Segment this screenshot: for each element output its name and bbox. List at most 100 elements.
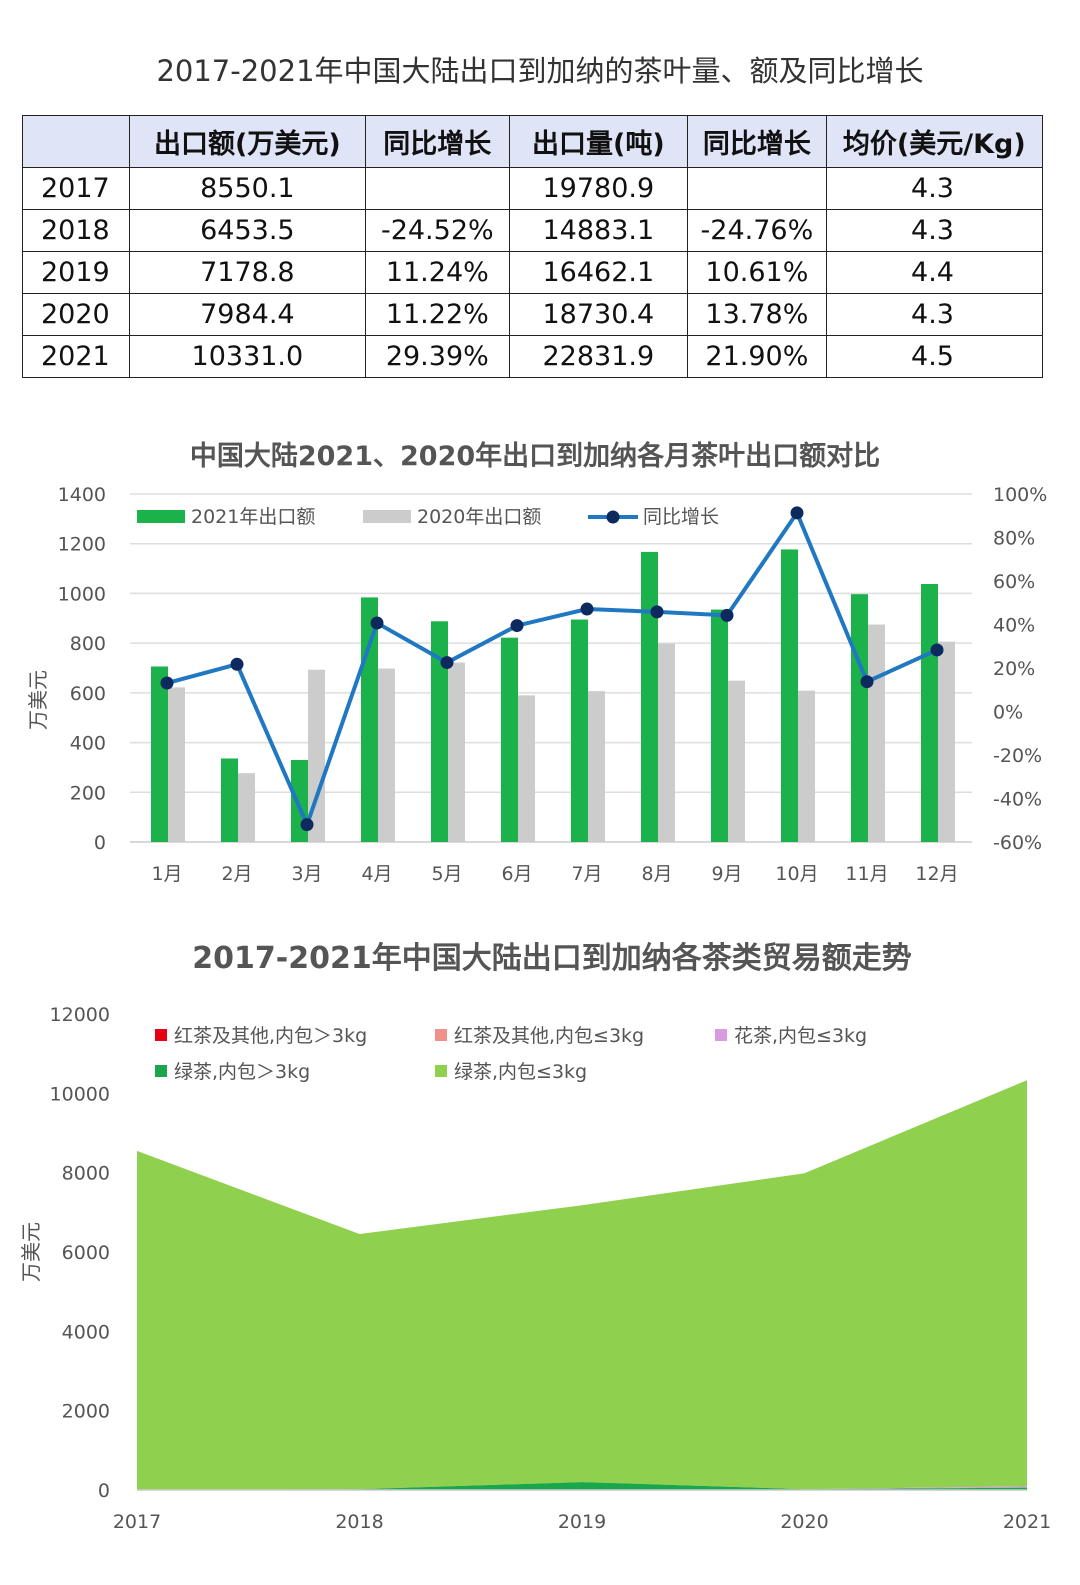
bar-2021: [851, 594, 868, 842]
legend-swatch: [606, 510, 620, 524]
y-tick-label: 10000: [50, 1083, 110, 1105]
legend-swatch: [435, 1065, 447, 1077]
x-tick-label: 2018: [335, 1511, 383, 1533]
x-tick-label: 10月: [775, 863, 818, 885]
export-table: 出口额(万美元) 同比增长 出口量(吨) 同比增长 均价(美元/Kg) 2017 8550…: [22, 115, 1044, 378]
y-tick-label: 1400: [58, 484, 106, 506]
growth-point: [160, 676, 174, 690]
table-row: 2019 7178.8 11.24% 16462.1 10.61% 4.4: [22, 251, 1044, 294]
monthly-comparison-chart: 中国大陆2021、2020年出口到加纳各月茶叶出口额对比 0 200 400 600 80…: [26, 440, 1047, 885]
bar-2020: [378, 668, 395, 842]
x-tick-label: 1月: [151, 863, 182, 885]
growth-point: [580, 602, 594, 616]
growth-point: [720, 608, 734, 622]
column-header: [22, 115, 130, 168]
table-cell: 7178.8: [128, 251, 367, 294]
y-tick-label: 4000: [62, 1321, 110, 1343]
table-cell: 4.3: [825, 209, 1044, 252]
y2-tick-label: 100%: [993, 484, 1047, 506]
area-series: [137, 1482, 1027, 1490]
bar-2020: [588, 691, 605, 842]
table-cell: 4.4: [825, 251, 1044, 294]
bar-2021: [151, 666, 168, 842]
table-row: 2020 7984.4 11.22% 18730.4 13.78% 4.3: [22, 293, 1044, 336]
bar-2021: [641, 551, 658, 842]
growth-point: [510, 619, 524, 633]
table-cell: -24.76%: [687, 209, 827, 252]
bar-2021: [501, 637, 518, 842]
table-cell: 2020: [22, 293, 130, 336]
growth-line: [166, 508, 938, 831]
y-tick-label: 6000: [62, 1242, 110, 1264]
x-tick-label: 9月: [711, 863, 742, 885]
bar-2020: [238, 773, 255, 842]
table-row: 2018 6453.5 -24.52% 14883.1 -24.76% 4.3: [22, 209, 1044, 252]
y-axis-label: 万美元: [19, 1222, 43, 1282]
legend-label: 绿茶,内包≤3kg: [454, 1061, 587, 1083]
y2-tick-label: 80%: [993, 528, 1035, 550]
bar-2020: [868, 624, 885, 842]
chart-title: 2017-2021年中国大陆出口到加纳各茶类贸易额走势: [192, 941, 911, 976]
x-tick-label: 2017: [113, 1511, 161, 1533]
bar-2020: [728, 680, 745, 842]
y-tick-label: 400: [70, 733, 106, 755]
legend-swatch: [435, 1029, 447, 1041]
column-header: 均价(美元/Kg): [825, 115, 1044, 168]
table-cell: 13.78%: [687, 293, 827, 336]
bar-2021: [221, 758, 238, 842]
bar-2021: [781, 549, 798, 842]
table-cell: 29.39%: [365, 335, 510, 378]
x-tick-label: 11月: [845, 863, 888, 885]
table-cell: 19780.9: [508, 167, 689, 210]
legend-label: 红茶及其他,内包≤3kg: [454, 1025, 644, 1047]
x-tick-label: 3月: [291, 863, 322, 885]
bar-2021: [711, 609, 728, 842]
bar-2021: [921, 583, 938, 842]
table-cell: -24.52%: [365, 209, 510, 252]
table-cell: 2018: [22, 209, 130, 252]
y-tick-label: 12000: [50, 1004, 110, 1026]
legend-label: 2020年出口额: [417, 506, 541, 528]
legend-label: 同比增长: [643, 506, 719, 528]
table-title: 2017-2021年中国大陆出口到加纳的茶叶量、额及同比增长: [156, 54, 924, 88]
table-row: 2017 8550.1 19780.9 4.3: [22, 167, 1044, 210]
bar-2020: [518, 695, 535, 842]
table-cell: 14883.1: [508, 209, 689, 252]
growth-point: [930, 643, 944, 657]
growth-point: [650, 605, 664, 619]
table-cell: 2021: [22, 335, 130, 378]
legend-swatch: [715, 1029, 727, 1041]
growth-point: [230, 657, 244, 671]
bar-2020: [448, 662, 465, 842]
column-header: 同比增长: [365, 115, 510, 168]
table-cell: 18730.4: [508, 293, 689, 336]
x-tick-label: 7月: [571, 863, 602, 885]
table-cell: [687, 167, 827, 210]
y-tick-label: 2000: [62, 1401, 110, 1423]
table-row: 2021 10331.0 29.39% 22831.9 21.90% 4.5: [22, 335, 1044, 378]
y2-tick-label: 40%: [993, 615, 1035, 637]
x-tick-label: 2021: [1003, 1511, 1051, 1533]
table-cell: [365, 167, 510, 210]
y2-tick-label: -20%: [993, 745, 1042, 767]
bar-2021: [571, 619, 588, 842]
bar-2021: [361, 597, 378, 842]
area-series: [137, 1080, 1027, 1490]
y-tick-label: 0: [98, 1480, 110, 1502]
table-cell: 8550.1: [128, 167, 367, 210]
legend-label: 红茶及其他,内包＞3kg: [174, 1025, 367, 1047]
y2-tick-label: -40%: [993, 789, 1042, 811]
table-cell: 7984.4: [128, 293, 367, 336]
x-tick-label: 2020: [780, 1511, 828, 1533]
y-tick-label: 600: [70, 683, 106, 705]
column-header: 出口量(吨): [508, 115, 689, 168]
y-tick-label: 1200: [58, 534, 106, 556]
bar-2020: [308, 669, 325, 842]
legend-swatch: [363, 510, 411, 523]
legend-label: 绿茶,内包＞3kg: [174, 1061, 310, 1083]
y2-tick-label: 20%: [993, 658, 1035, 680]
y-axis-label: 万美元: [26, 670, 50, 730]
legend-label: 2021年出口额: [191, 506, 315, 528]
y2-tick-label: -60%: [993, 832, 1042, 854]
